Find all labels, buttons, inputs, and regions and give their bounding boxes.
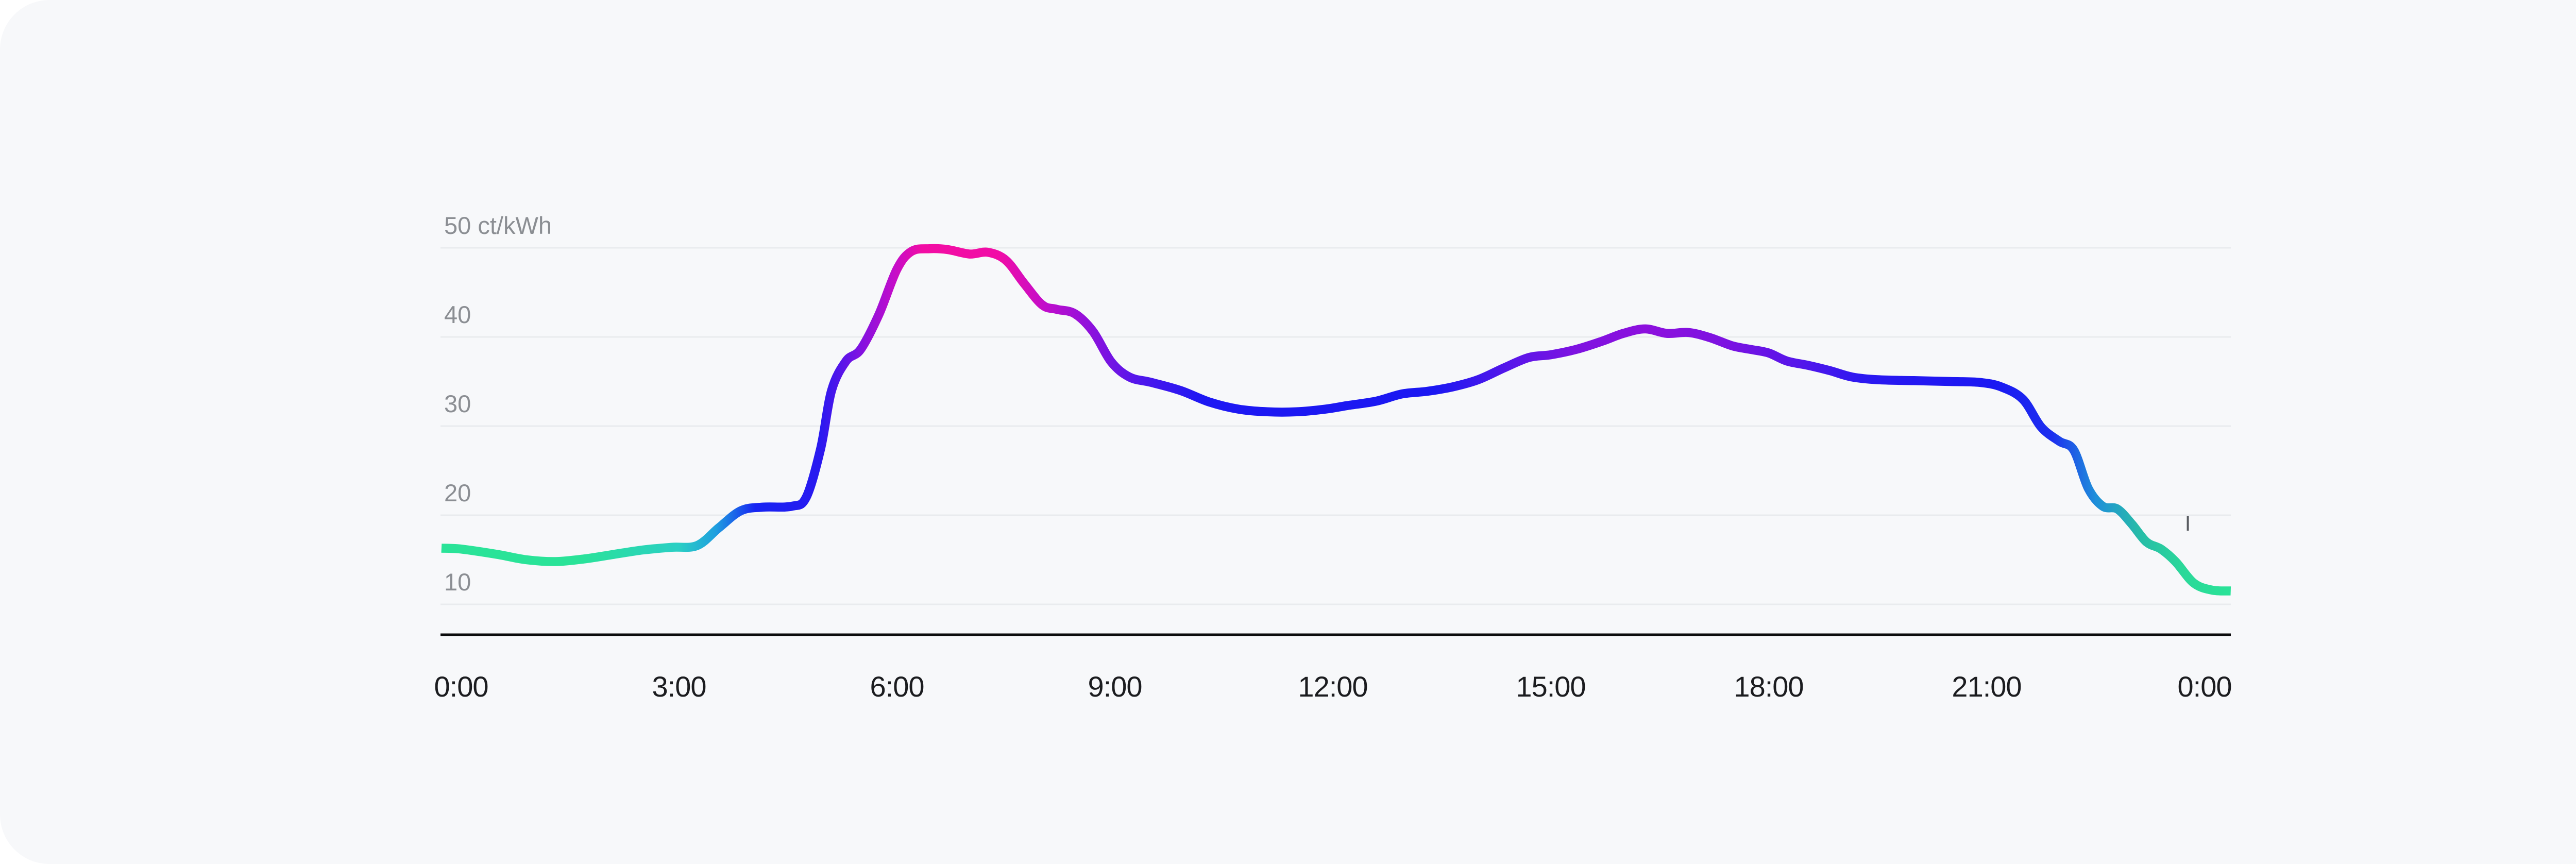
x-axis-label-15: 15:00 bbox=[1516, 670, 1585, 703]
y-axis-label-50: 50 ct/kWh bbox=[444, 212, 552, 239]
price-curve bbox=[441, 244, 2231, 596]
x-axis-label-6: 6:00 bbox=[870, 670, 924, 703]
x-axis-label-24: 0:00 bbox=[2178, 670, 2232, 703]
x-axis-label-18: 18:00 bbox=[1734, 670, 1803, 703]
x-axis-label-9: 9:00 bbox=[1088, 670, 1142, 703]
x-axis-label-0: 0:00 bbox=[434, 670, 488, 703]
y-axis-label-40: 40 bbox=[444, 301, 471, 328]
y-axis-label-10: 10 bbox=[444, 568, 471, 596]
x-axis-label-3: 3:00 bbox=[652, 670, 706, 703]
y-axis-label-30: 30 bbox=[444, 390, 471, 417]
y-axis-label-20: 20 bbox=[444, 479, 471, 506]
x-axis-label-21: 21:00 bbox=[1952, 670, 2021, 703]
x-axis-label-12: 12:00 bbox=[1298, 670, 1367, 703]
